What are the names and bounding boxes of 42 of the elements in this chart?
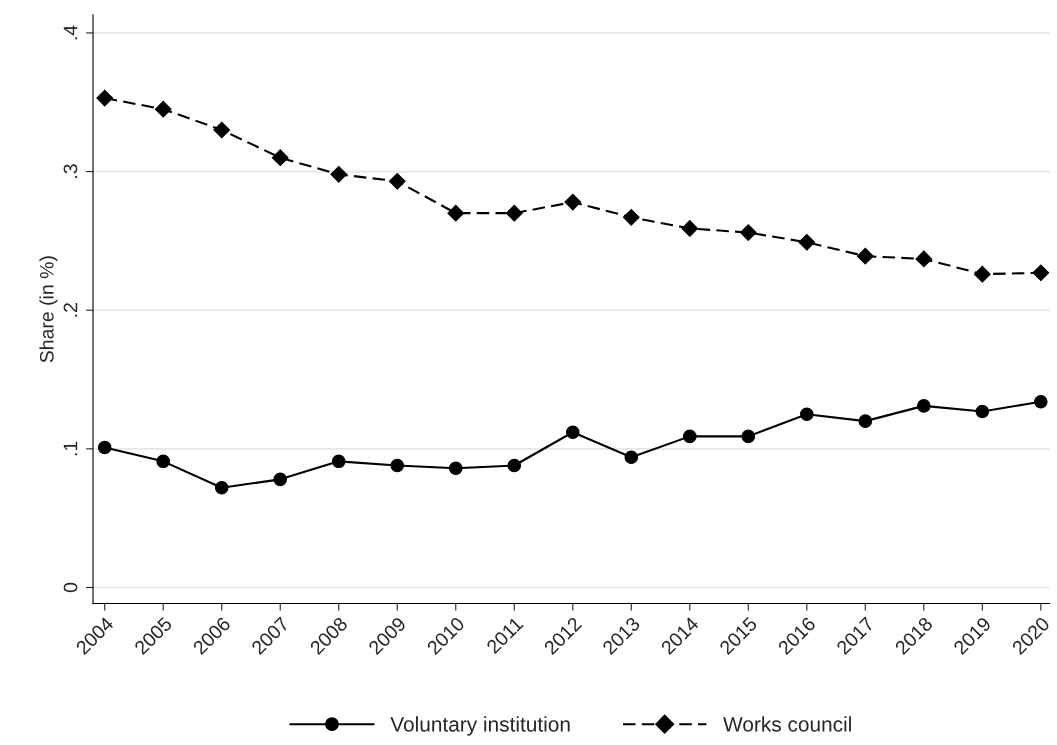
legend-label: Voluntary institution	[390, 716, 570, 736]
point	[507, 458, 522, 473]
point	[566, 425, 580, 439]
point	[798, 233, 816, 251]
point	[622, 208, 640, 226]
point	[856, 247, 874, 265]
point	[154, 100, 172, 118]
point	[975, 404, 990, 419]
point	[917, 399, 931, 413]
point	[1034, 394, 1048, 409]
y-tick-label: .4	[63, 25, 78, 40]
point	[683, 429, 697, 444]
point	[915, 250, 933, 268]
legend-label: Works council	[723, 716, 851, 732]
point	[214, 480, 229, 495]
point	[331, 454, 346, 469]
point	[741, 429, 756, 444]
point	[505, 204, 523, 222]
point	[97, 440, 112, 455]
point	[973, 265, 991, 283]
y-tick-label: 0	[63, 582, 78, 593]
point	[447, 204, 465, 222]
point	[800, 407, 814, 421]
y-axis-title: Share (in %)	[39, 256, 58, 363]
point	[388, 172, 406, 190]
point	[858, 414, 873, 428]
point	[564, 193, 582, 211]
point	[739, 224, 757, 241]
point	[156, 454, 170, 469]
point	[390, 458, 405, 473]
point	[448, 461, 463, 476]
point	[681, 220, 699, 237]
y-tick-label: .2	[63, 303, 78, 317]
point	[624, 450, 639, 464]
point	[1032, 264, 1050, 282]
point	[96, 89, 114, 107]
point	[273, 472, 288, 487]
point	[271, 149, 289, 167]
y-tick-label: .1	[63, 441, 78, 456]
point	[213, 121, 231, 139]
y-tick-label: .3	[63, 164, 78, 178]
point	[330, 165, 348, 183]
